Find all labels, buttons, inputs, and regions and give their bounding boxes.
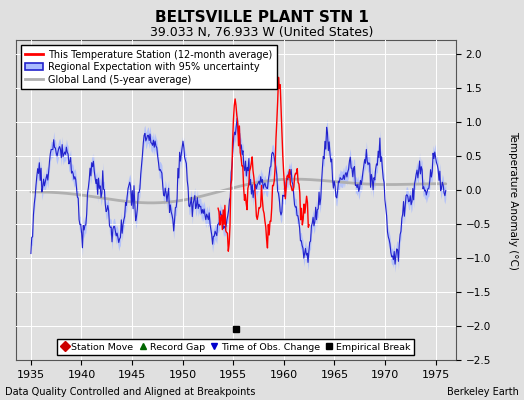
Legend: Station Move, Record Gap, Time of Obs. Change, Empirical Break: Station Move, Record Gap, Time of Obs. C… [57, 339, 414, 355]
Text: Berkeley Earth: Berkeley Earth [447, 387, 519, 397]
Text: Data Quality Controlled and Aligned at Breakpoints: Data Quality Controlled and Aligned at B… [5, 387, 256, 397]
Text: BELTSVILLE PLANT STN 1: BELTSVILLE PLANT STN 1 [155, 10, 369, 25]
Text: 39.033 N, 76.933 W (United States): 39.033 N, 76.933 W (United States) [150, 26, 374, 39]
Y-axis label: Temperature Anomaly (°C): Temperature Anomaly (°C) [508, 130, 518, 270]
